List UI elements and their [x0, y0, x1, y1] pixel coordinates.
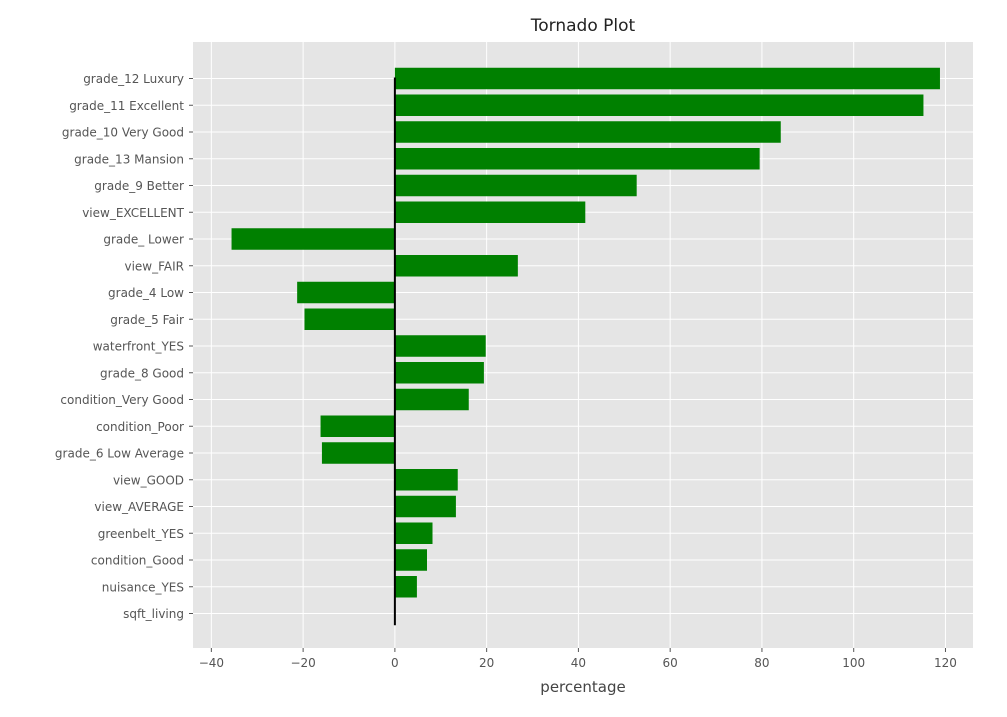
y-tick-label: waterfront_YES — [93, 340, 184, 354]
y-tick-label: grade_10 Very Good — [62, 126, 184, 140]
y-tick-label: condition_Good — [91, 554, 184, 568]
x-tick-label: −20 — [290, 656, 315, 670]
x-tick-label: −40 — [199, 656, 224, 670]
bar — [394, 94, 924, 116]
bar — [394, 255, 518, 277]
y-tick-label: condition_Very Good — [60, 393, 184, 407]
y-tick-label: view_EXCELLENT — [82, 206, 184, 220]
y-tick-label: condition_Poor — [96, 420, 184, 434]
bar — [394, 549, 427, 571]
x-tick-label: 80 — [754, 656, 769, 670]
bar — [394, 201, 586, 223]
x-tick-label: 20 — [479, 656, 494, 670]
plot-background — [193, 42, 973, 648]
y-tick-marks — [189, 78, 193, 614]
bar — [297, 281, 395, 304]
y-tick-label: grade_6 Low Average — [55, 447, 184, 461]
bar — [394, 121, 781, 143]
y-tick-label: grade_ Lower — [103, 233, 184, 247]
x-tick-label: 40 — [571, 656, 586, 670]
y-tick-label: grade_9 Better — [94, 179, 184, 193]
bar — [394, 335, 486, 357]
bar — [394, 67, 940, 90]
bar — [320, 415, 395, 437]
y-tick-label: grade_5 Fair — [110, 313, 184, 327]
x-tick-label: 100 — [842, 656, 865, 670]
y-tick-labels: grade_12 Luxury grade_11 Excellent grade_1… — [55, 72, 185, 621]
y-tick-label: grade_4 Low — [108, 286, 184, 300]
bar — [394, 469, 458, 491]
bar — [394, 388, 469, 411]
y-tick-label: grade_11 Excellent — [69, 99, 184, 113]
y-tick-label: view_AVERAGE — [94, 500, 184, 514]
x-tick-label: 120 — [934, 656, 957, 670]
x-axis-title: percentage — [540, 678, 625, 696]
bar — [394, 174, 637, 197]
bar — [394, 148, 760, 170]
x-tick-marks — [210, 648, 946, 652]
y-tick-label: view_FAIR — [124, 259, 184, 273]
x-tick-labels: −40 −20 0 20 40 60 80 100 120 — [199, 656, 957, 670]
chart-title: Tornado Plot — [530, 16, 636, 36]
bar — [321, 442, 395, 464]
x-tick-label: 0 — [391, 656, 399, 670]
bar — [394, 362, 484, 384]
y-tick-label: view_GOOD — [113, 473, 184, 487]
bar — [231, 228, 395, 250]
y-tick-label: grade_12 Luxury — [83, 72, 184, 86]
x-tick-label: 60 — [663, 656, 678, 670]
bars — [231, 67, 940, 625]
y-tick-label: grade_8 Good — [100, 366, 184, 380]
bar — [394, 522, 433, 544]
bar — [394, 495, 456, 518]
bar — [394, 576, 417, 598]
y-tick-label: nuisance_YES — [102, 580, 184, 594]
y-tick-label: greenbelt_YES — [98, 527, 184, 541]
y-tick-label: sqft_living — [123, 607, 184, 621]
y-tick-label: grade_13 Mansion — [74, 152, 184, 166]
bar — [304, 308, 395, 330]
